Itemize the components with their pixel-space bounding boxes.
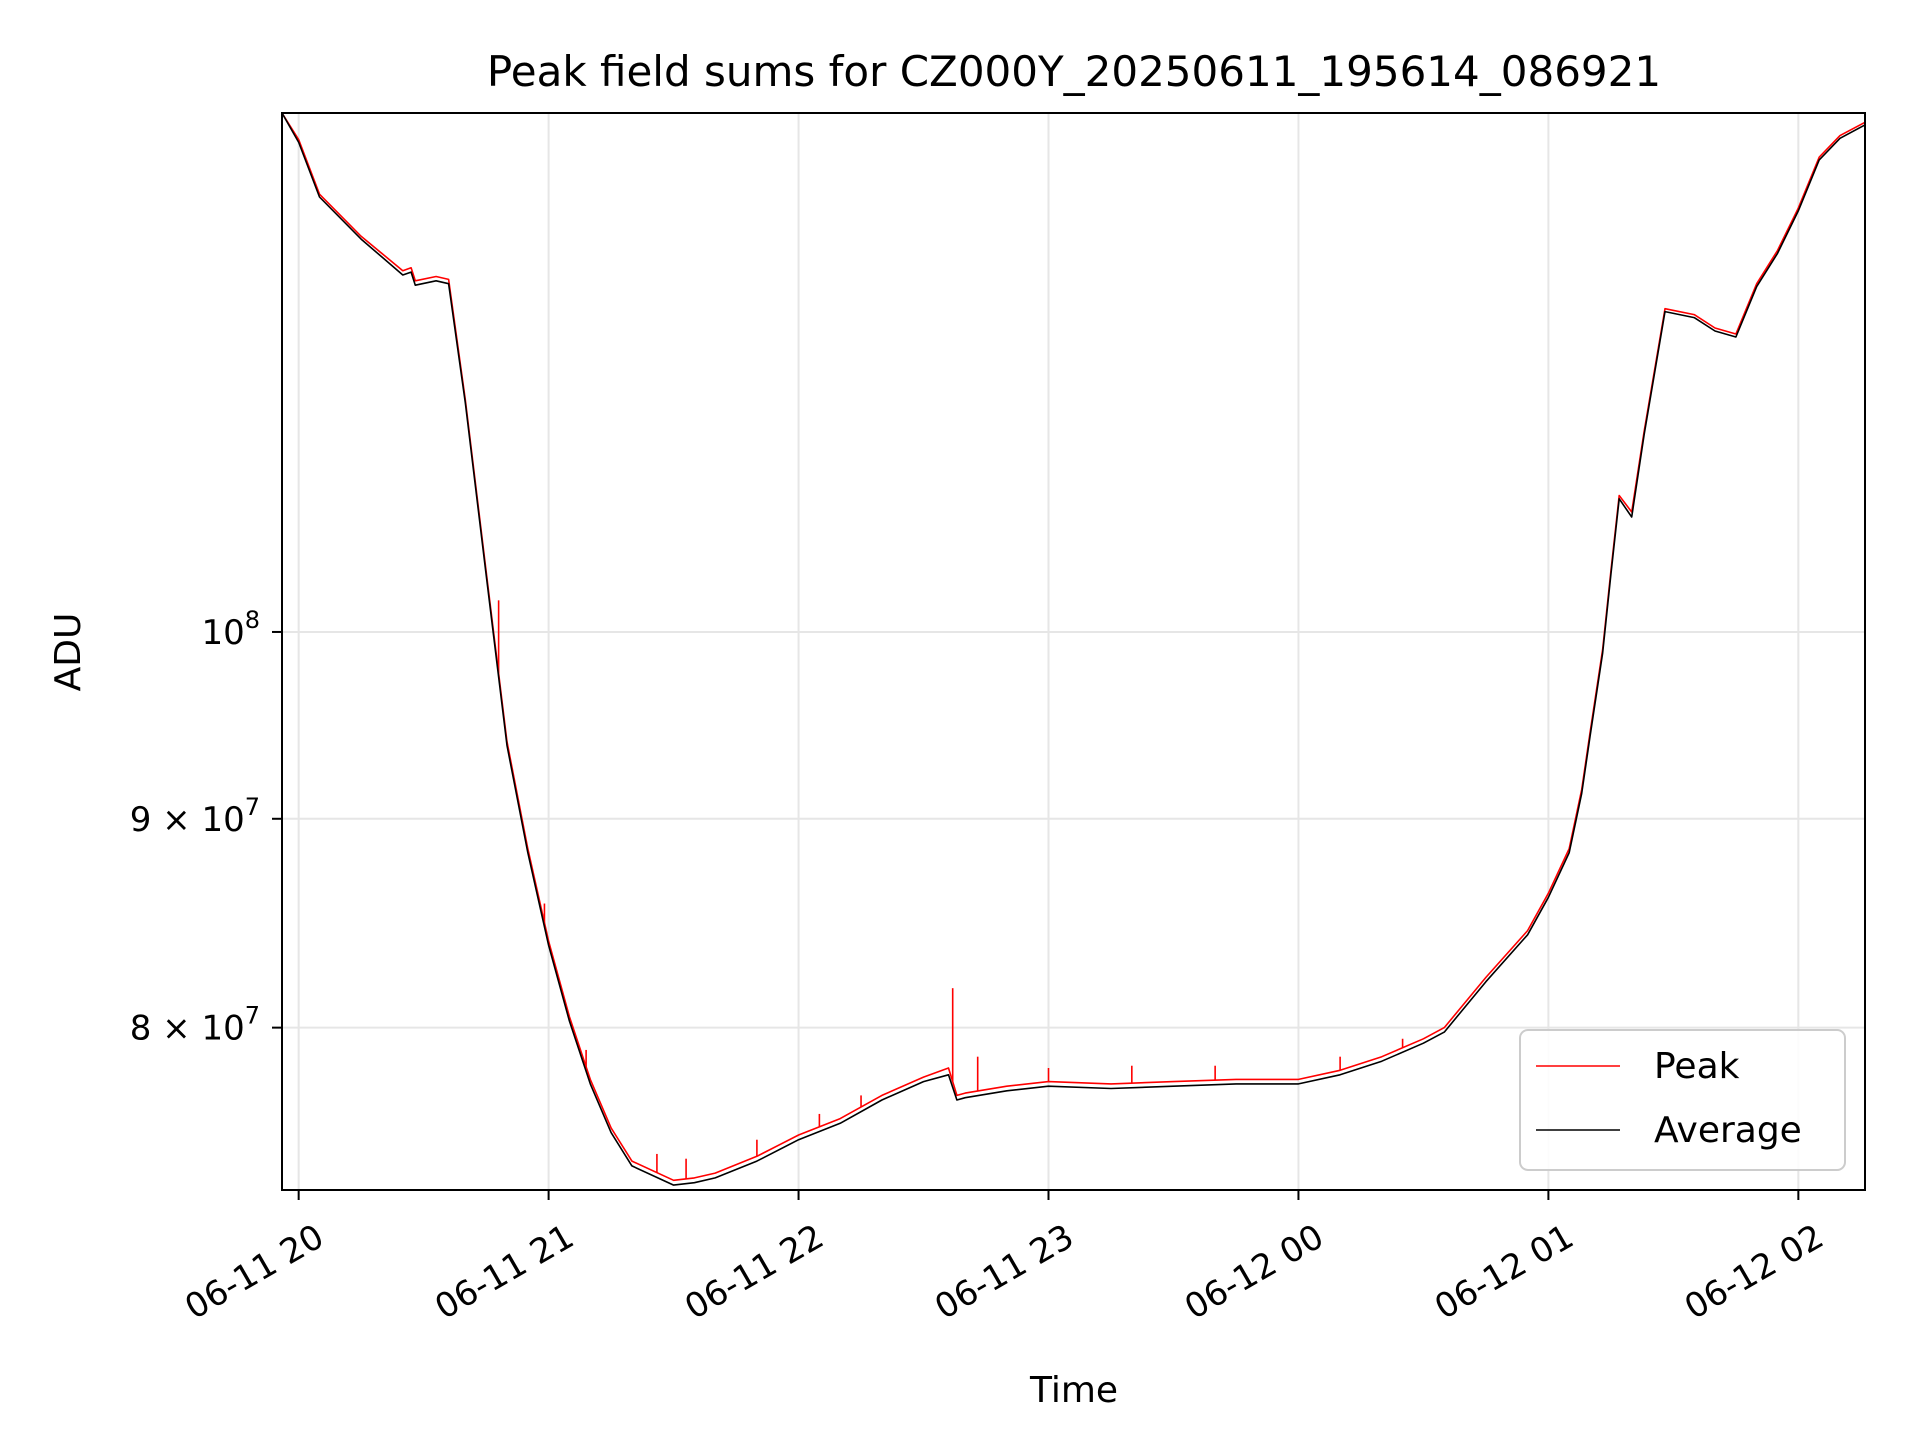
y-tick-label-base: 9 × 10 [130,800,245,840]
grid [282,113,1865,1190]
y-tick-label: 8 × 107 [130,1002,260,1049]
legend: Peak Average [1519,1029,1846,1171]
y-tick-label-exponent: 7 [245,793,260,821]
y-axis-label: ADU [48,613,89,692]
chart-title: Peak field sums for CZ000Y_20250611_1956… [487,47,1661,96]
legend-peak-label: Peak [1654,1046,1740,1087]
y-tick-label-exponent: 7 [245,1002,260,1030]
legend-box [1519,1029,1846,1171]
y-tick-label: 9 × 107 [130,793,260,840]
legend-average-label: Average [1654,1110,1802,1151]
plot-frame [281,112,1866,1191]
y-tick-label: 108 [201,606,260,653]
x-axis-label: Time [1029,1370,1118,1411]
series-layer [281,112,1866,1186]
y-tick-label-base: 10 [201,613,244,653]
y-tick-label-exponent: 8 [245,606,260,634]
y-tick-label-base: 8 × 10 [130,1009,245,1049]
average-series-line [281,112,1866,1186]
